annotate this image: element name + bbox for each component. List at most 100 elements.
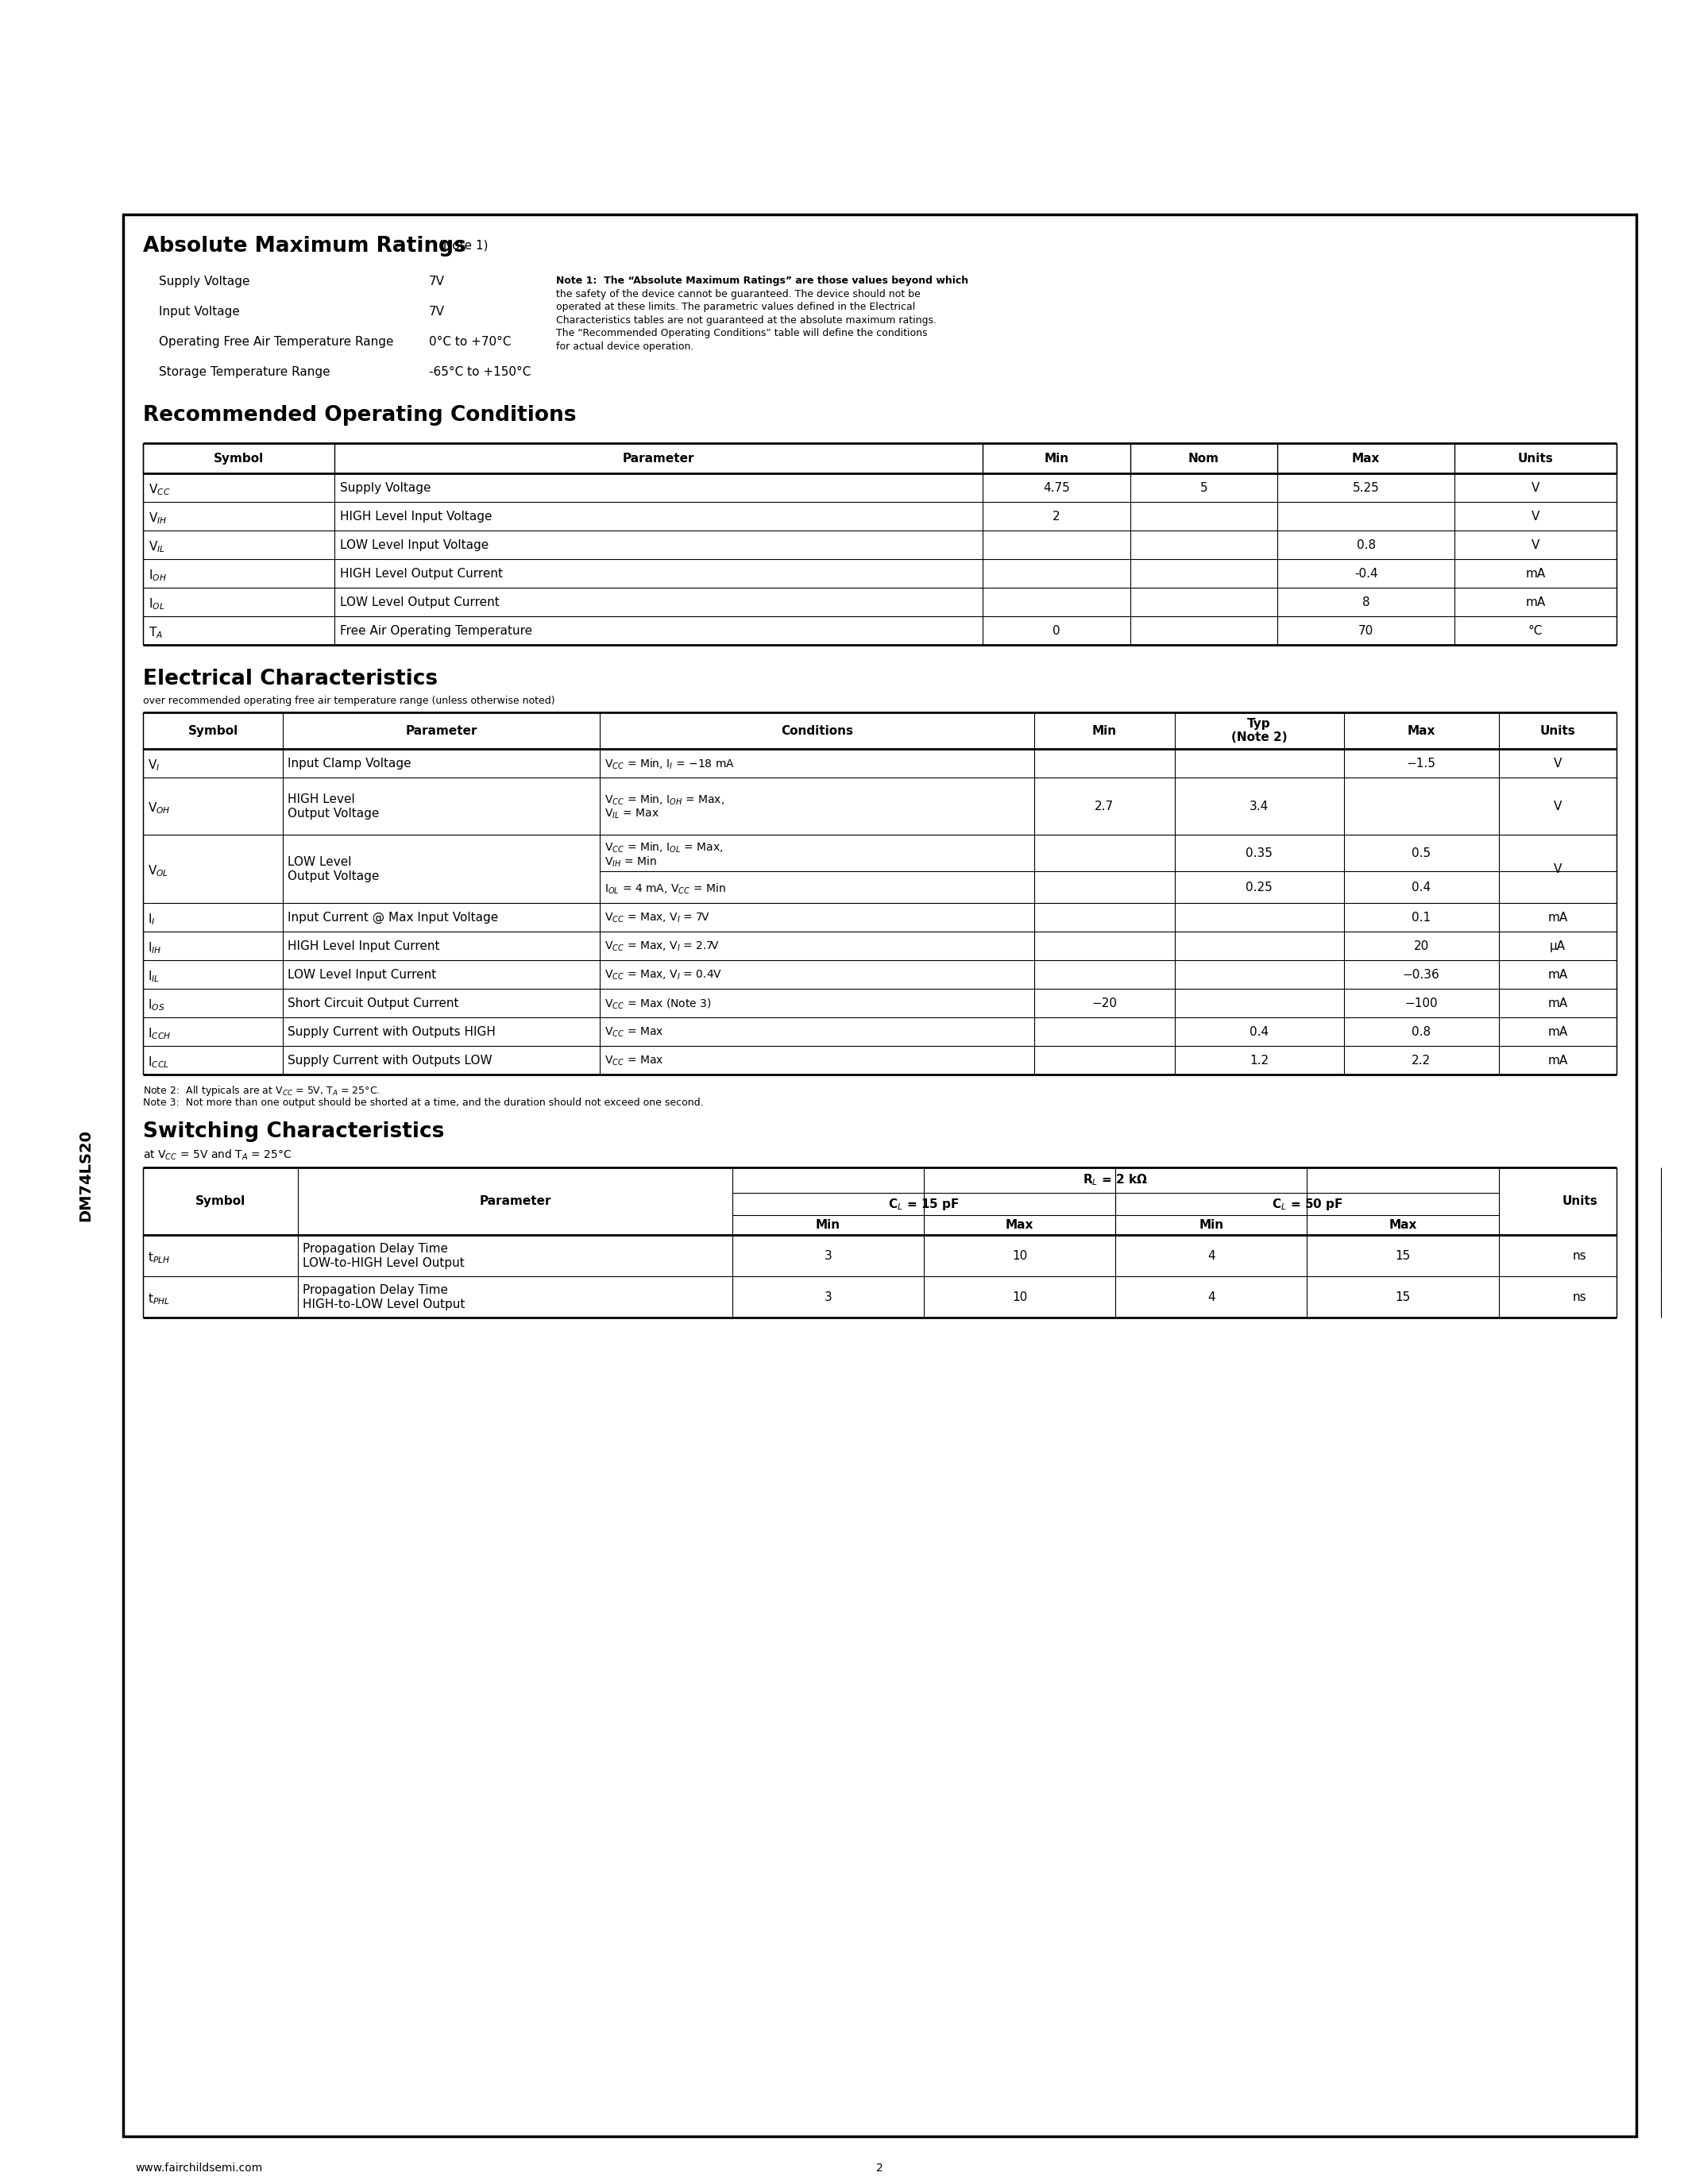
Text: 3: 3 [824, 1249, 832, 1262]
Text: Note 1:  The “Absolute Maximum Ratings” are those values beyond which: Note 1: The “Absolute Maximum Ratings” a… [555, 275, 969, 286]
Text: over recommended operating free air temperature range (unless otherwise noted): over recommended operating free air temp… [143, 697, 555, 705]
Text: 2.7: 2.7 [1096, 799, 1114, 812]
Text: Output Voltage: Output Voltage [287, 871, 380, 882]
Text: V$_{CC}$ = Max, V$_I$ = 7V: V$_{CC}$ = Max, V$_I$ = 7V [604, 911, 711, 924]
Text: V$_{CC}$ = Max, V$_I$ = 2.7V: V$_{CC}$ = Max, V$_I$ = 2.7V [604, 941, 719, 954]
Text: Max: Max [1389, 1219, 1416, 1232]
Text: at V$_{CC}$ = 5V and T$_A$ = 25°C: at V$_{CC}$ = 5V and T$_A$ = 25°C [143, 1149, 292, 1162]
Text: Max: Max [1408, 725, 1435, 736]
Text: 0.25: 0.25 [1246, 882, 1273, 893]
Text: V$_{CC}$ = Max: V$_{CC}$ = Max [604, 1055, 663, 1068]
Text: V: V [1531, 511, 1539, 522]
Text: 5.25: 5.25 [1352, 483, 1379, 494]
Text: ns: ns [1573, 1249, 1587, 1262]
Text: Supply Voltage: Supply Voltage [159, 275, 250, 288]
Text: I$_I$: I$_I$ [149, 911, 155, 926]
Text: −100: −100 [1404, 998, 1438, 1009]
Text: HIGH Level Output Current: HIGH Level Output Current [339, 568, 503, 579]
Text: 0.35: 0.35 [1246, 847, 1273, 858]
Text: HIGH Level Input Voltage: HIGH Level Input Voltage [339, 511, 493, 522]
Text: R$_L$ = 2 kΩ: R$_L$ = 2 kΩ [1082, 1173, 1148, 1188]
Text: Free Air Operating Temperature: Free Air Operating Temperature [339, 625, 532, 638]
Text: 20: 20 [1413, 939, 1430, 952]
Text: V$_{OH}$: V$_{OH}$ [149, 802, 170, 815]
Text: www.fairchildsemi.com: www.fairchildsemi.com [135, 2162, 262, 2173]
Text: (Note 2): (Note 2) [1231, 732, 1288, 743]
Text: 15: 15 [1396, 1291, 1411, 1304]
Text: t$_{PHL}$: t$_{PHL}$ [149, 1291, 170, 1306]
Text: 8: 8 [1362, 596, 1371, 607]
Text: Absolute Maximum Ratings: Absolute Maximum Ratings [143, 236, 466, 256]
Text: Max: Max [1006, 1219, 1033, 1232]
Text: the safety of the device cannot be guaranteed. The device should not be: the safety of the device cannot be guara… [555, 288, 920, 299]
Text: 2: 2 [876, 2162, 883, 2173]
Text: Short Circuit Output Current: Short Circuit Output Current [287, 998, 459, 1009]
Text: 0.4: 0.4 [1411, 882, 1431, 893]
Text: Parameter: Parameter [479, 1195, 550, 1208]
Text: 7V: 7V [429, 306, 446, 317]
Bar [143, 443, 1617, 474]
Text: I$_{CCL}$: I$_{CCL}$ [149, 1055, 169, 1070]
Text: mA: mA [1548, 1055, 1568, 1066]
Text: V$_{CC}$ = Min, I$_I$ = −18 mA: V$_{CC}$ = Min, I$_I$ = −18 mA [604, 758, 734, 771]
Text: -0.4: -0.4 [1354, 568, 1377, 579]
Text: Min: Min [1045, 452, 1069, 465]
Text: Symbol: Symbol [214, 452, 263, 465]
Bar [123, 214, 1636, 2136]
Text: for actual device operation.: for actual device operation. [555, 341, 694, 352]
Text: I$_{OL}$: I$_{OL}$ [149, 596, 165, 612]
Text: Supply Current with Outputs HIGH: Supply Current with Outputs HIGH [287, 1026, 496, 1037]
Text: Propagation Delay Time: Propagation Delay Time [302, 1284, 447, 1295]
Text: Note 3:  Not more than one output should be shorted at a time, and the duration : Note 3: Not more than one output should … [143, 1099, 704, 1107]
Text: Operating Free Air Temperature Range: Operating Free Air Temperature Range [159, 336, 393, 347]
Text: Units: Units [1518, 452, 1553, 465]
Text: Propagation Delay Time: Propagation Delay Time [302, 1243, 447, 1256]
Text: -65°C to +150°C: -65°C to +150°C [429, 367, 532, 378]
Text: 4.75: 4.75 [1043, 483, 1070, 494]
Text: −20: −20 [1092, 998, 1117, 1009]
Text: 2: 2 [1053, 511, 1060, 522]
Text: Input Voltage: Input Voltage [159, 306, 240, 317]
Text: ns: ns [1573, 1291, 1587, 1304]
Text: HIGH Level: HIGH Level [287, 793, 354, 806]
Text: V$_{CC}$ = Max (Note 3): V$_{CC}$ = Max (Note 3) [604, 998, 712, 1011]
Text: Conditions: Conditions [782, 725, 852, 736]
Text: mA: mA [1548, 1026, 1568, 1037]
Text: I$_{OS}$: I$_{OS}$ [149, 998, 165, 1013]
Text: The “Recommended Operating Conditions” table will define the conditions: The “Recommended Operating Conditions” t… [555, 328, 927, 339]
Text: Max: Max [1352, 452, 1381, 465]
Text: V$_{IL}$: V$_{IL}$ [149, 539, 165, 555]
Text: V: V [1531, 539, 1539, 550]
Text: Supply Voltage: Supply Voltage [339, 483, 430, 494]
Text: HIGH-to-LOW Level Output: HIGH-to-LOW Level Output [302, 1299, 464, 1310]
Text: mA: mA [1548, 911, 1568, 924]
Text: °C: °C [1528, 625, 1543, 636]
Text: 10: 10 [1013, 1249, 1028, 1262]
Text: operated at these limits. The parametric values defined in the Electrical: operated at these limits. The parametric… [555, 301, 915, 312]
Text: HIGH Level Input Current: HIGH Level Input Current [287, 941, 441, 952]
Text: I$_{IH}$: I$_{IH}$ [149, 941, 162, 954]
Text: Nom: Nom [1188, 452, 1219, 465]
Text: Storage Temperature Range: Storage Temperature Range [159, 367, 331, 378]
Text: Parameter: Parameter [623, 452, 695, 465]
Text: Symbol: Symbol [196, 1195, 245, 1208]
Text: T$_A$: T$_A$ [149, 625, 162, 640]
Text: C$_L$ = 15 pF: C$_L$ = 15 pF [888, 1197, 959, 1212]
Text: LOW-to-HIGH Level Output: LOW-to-HIGH Level Output [302, 1258, 464, 1269]
Text: Electrical Characteristics: Electrical Characteristics [143, 668, 437, 690]
Text: LOW Level Output Current: LOW Level Output Current [339, 596, 500, 609]
Text: V$_I$: V$_I$ [149, 758, 160, 773]
Text: 5: 5 [1200, 483, 1207, 494]
Text: 2.2: 2.2 [1411, 1055, 1431, 1066]
Text: Symbol: Symbol [187, 725, 238, 736]
Text: 1.2: 1.2 [1249, 1055, 1269, 1066]
Text: 0.5: 0.5 [1411, 847, 1431, 858]
Text: Min: Min [1198, 1219, 1224, 1232]
Text: V$_{CC}$ = Max, V$_I$ = 0.4V: V$_{CC}$ = Max, V$_I$ = 0.4V [604, 970, 722, 983]
Text: mA: mA [1548, 998, 1568, 1009]
Text: LOW Level Input Voltage: LOW Level Input Voltage [339, 539, 490, 550]
Text: −1.5: −1.5 [1406, 758, 1436, 769]
Text: V: V [1553, 758, 1561, 769]
Text: V$_{CC}$ = Max: V$_{CC}$ = Max [604, 1026, 663, 1040]
Text: 4: 4 [1207, 1249, 1215, 1262]
